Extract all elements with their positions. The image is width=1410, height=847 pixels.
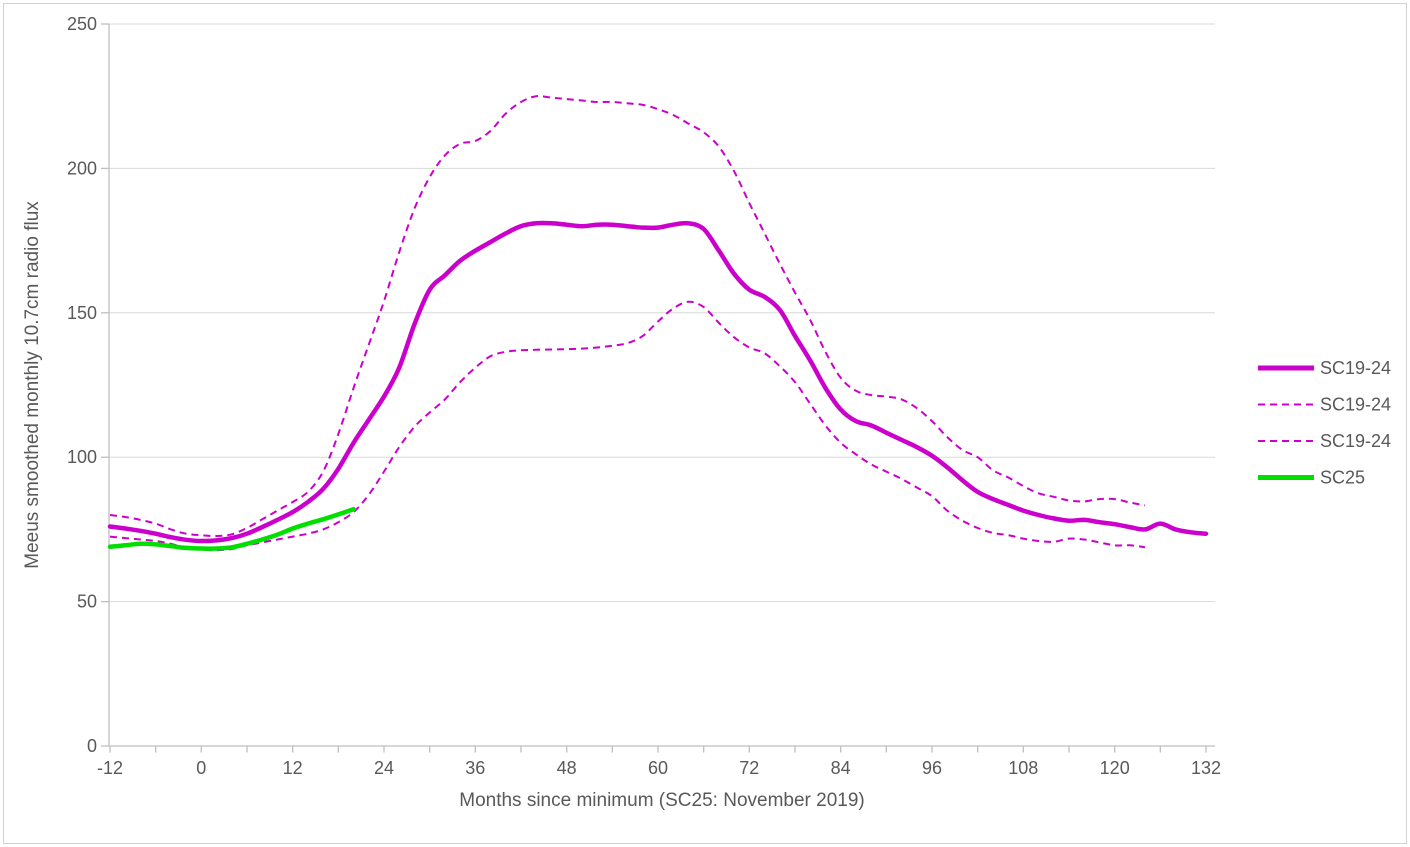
x-axis-title: Months since minimum (SC25: November 201… <box>459 790 865 811</box>
legend-entry: SC19-24 <box>1258 431 1391 451</box>
y-tick-label: 200 <box>67 158 97 178</box>
y-gridlines <box>109 23 1215 603</box>
y-tick-label: 150 <box>67 303 97 323</box>
x-tick-label: -12 <box>97 758 123 778</box>
x-tick-label: 48 <box>557 758 577 778</box>
x-tick-label: 96 <box>922 758 942 778</box>
series-sc19-24-min <box>109 300 1146 552</box>
x-tick-label: 108 <box>1008 758 1038 778</box>
y-tick-label: 0 <box>87 736 97 756</box>
series-sc19-24-mean <box>107 220 1209 544</box>
x-tick-label: 12 <box>283 758 303 778</box>
x-tick-label: 36 <box>465 758 485 778</box>
x-tick-labels: -12 0 12 24 36 48 60 72 84 96 108 120 132 <box>97 758 1221 778</box>
x-tick-label: 24 <box>374 758 394 778</box>
x-tick-label: 84 <box>831 758 851 778</box>
y-tick-label: 50 <box>77 592 97 612</box>
legend-label: SC19-24 <box>1320 431 1391 451</box>
legend-entry: SC25 <box>1258 468 1365 488</box>
x-tick-label: 72 <box>739 758 759 778</box>
legend-entry: SC19-24 <box>1258 358 1391 378</box>
legend-label: SC19-24 <box>1320 358 1391 378</box>
series-sc25 <box>107 506 356 551</box>
x-ticks <box>109 746 1207 753</box>
series-sc19-24-max <box>109 95 1146 538</box>
y-ticks <box>101 23 109 747</box>
x-tick-label: 60 <box>648 758 668 778</box>
series-lines <box>107 95 1209 552</box>
y-tick-labels: 0 50 100 150 200 250 <box>67 14 97 756</box>
legend-label: SC25 <box>1320 468 1365 488</box>
x-tick-label: 0 <box>196 758 206 778</box>
legend-label: SC19-24 <box>1320 395 1391 415</box>
figure-border <box>3 3 1407 844</box>
legend: SC19-24 SC19-24 SC19-24 SC25 <box>1258 358 1391 488</box>
y-tick-label: 250 <box>67 14 97 34</box>
x-tick-label: 120 <box>1100 758 1130 778</box>
legend-entry: SC19-24 <box>1258 395 1391 415</box>
x-tick-label: 132 <box>1191 758 1221 778</box>
y-tick-label: 100 <box>67 447 97 467</box>
y-axis-title: Meeus smoothed monthly 10.7cm radio flux <box>22 201 43 569</box>
